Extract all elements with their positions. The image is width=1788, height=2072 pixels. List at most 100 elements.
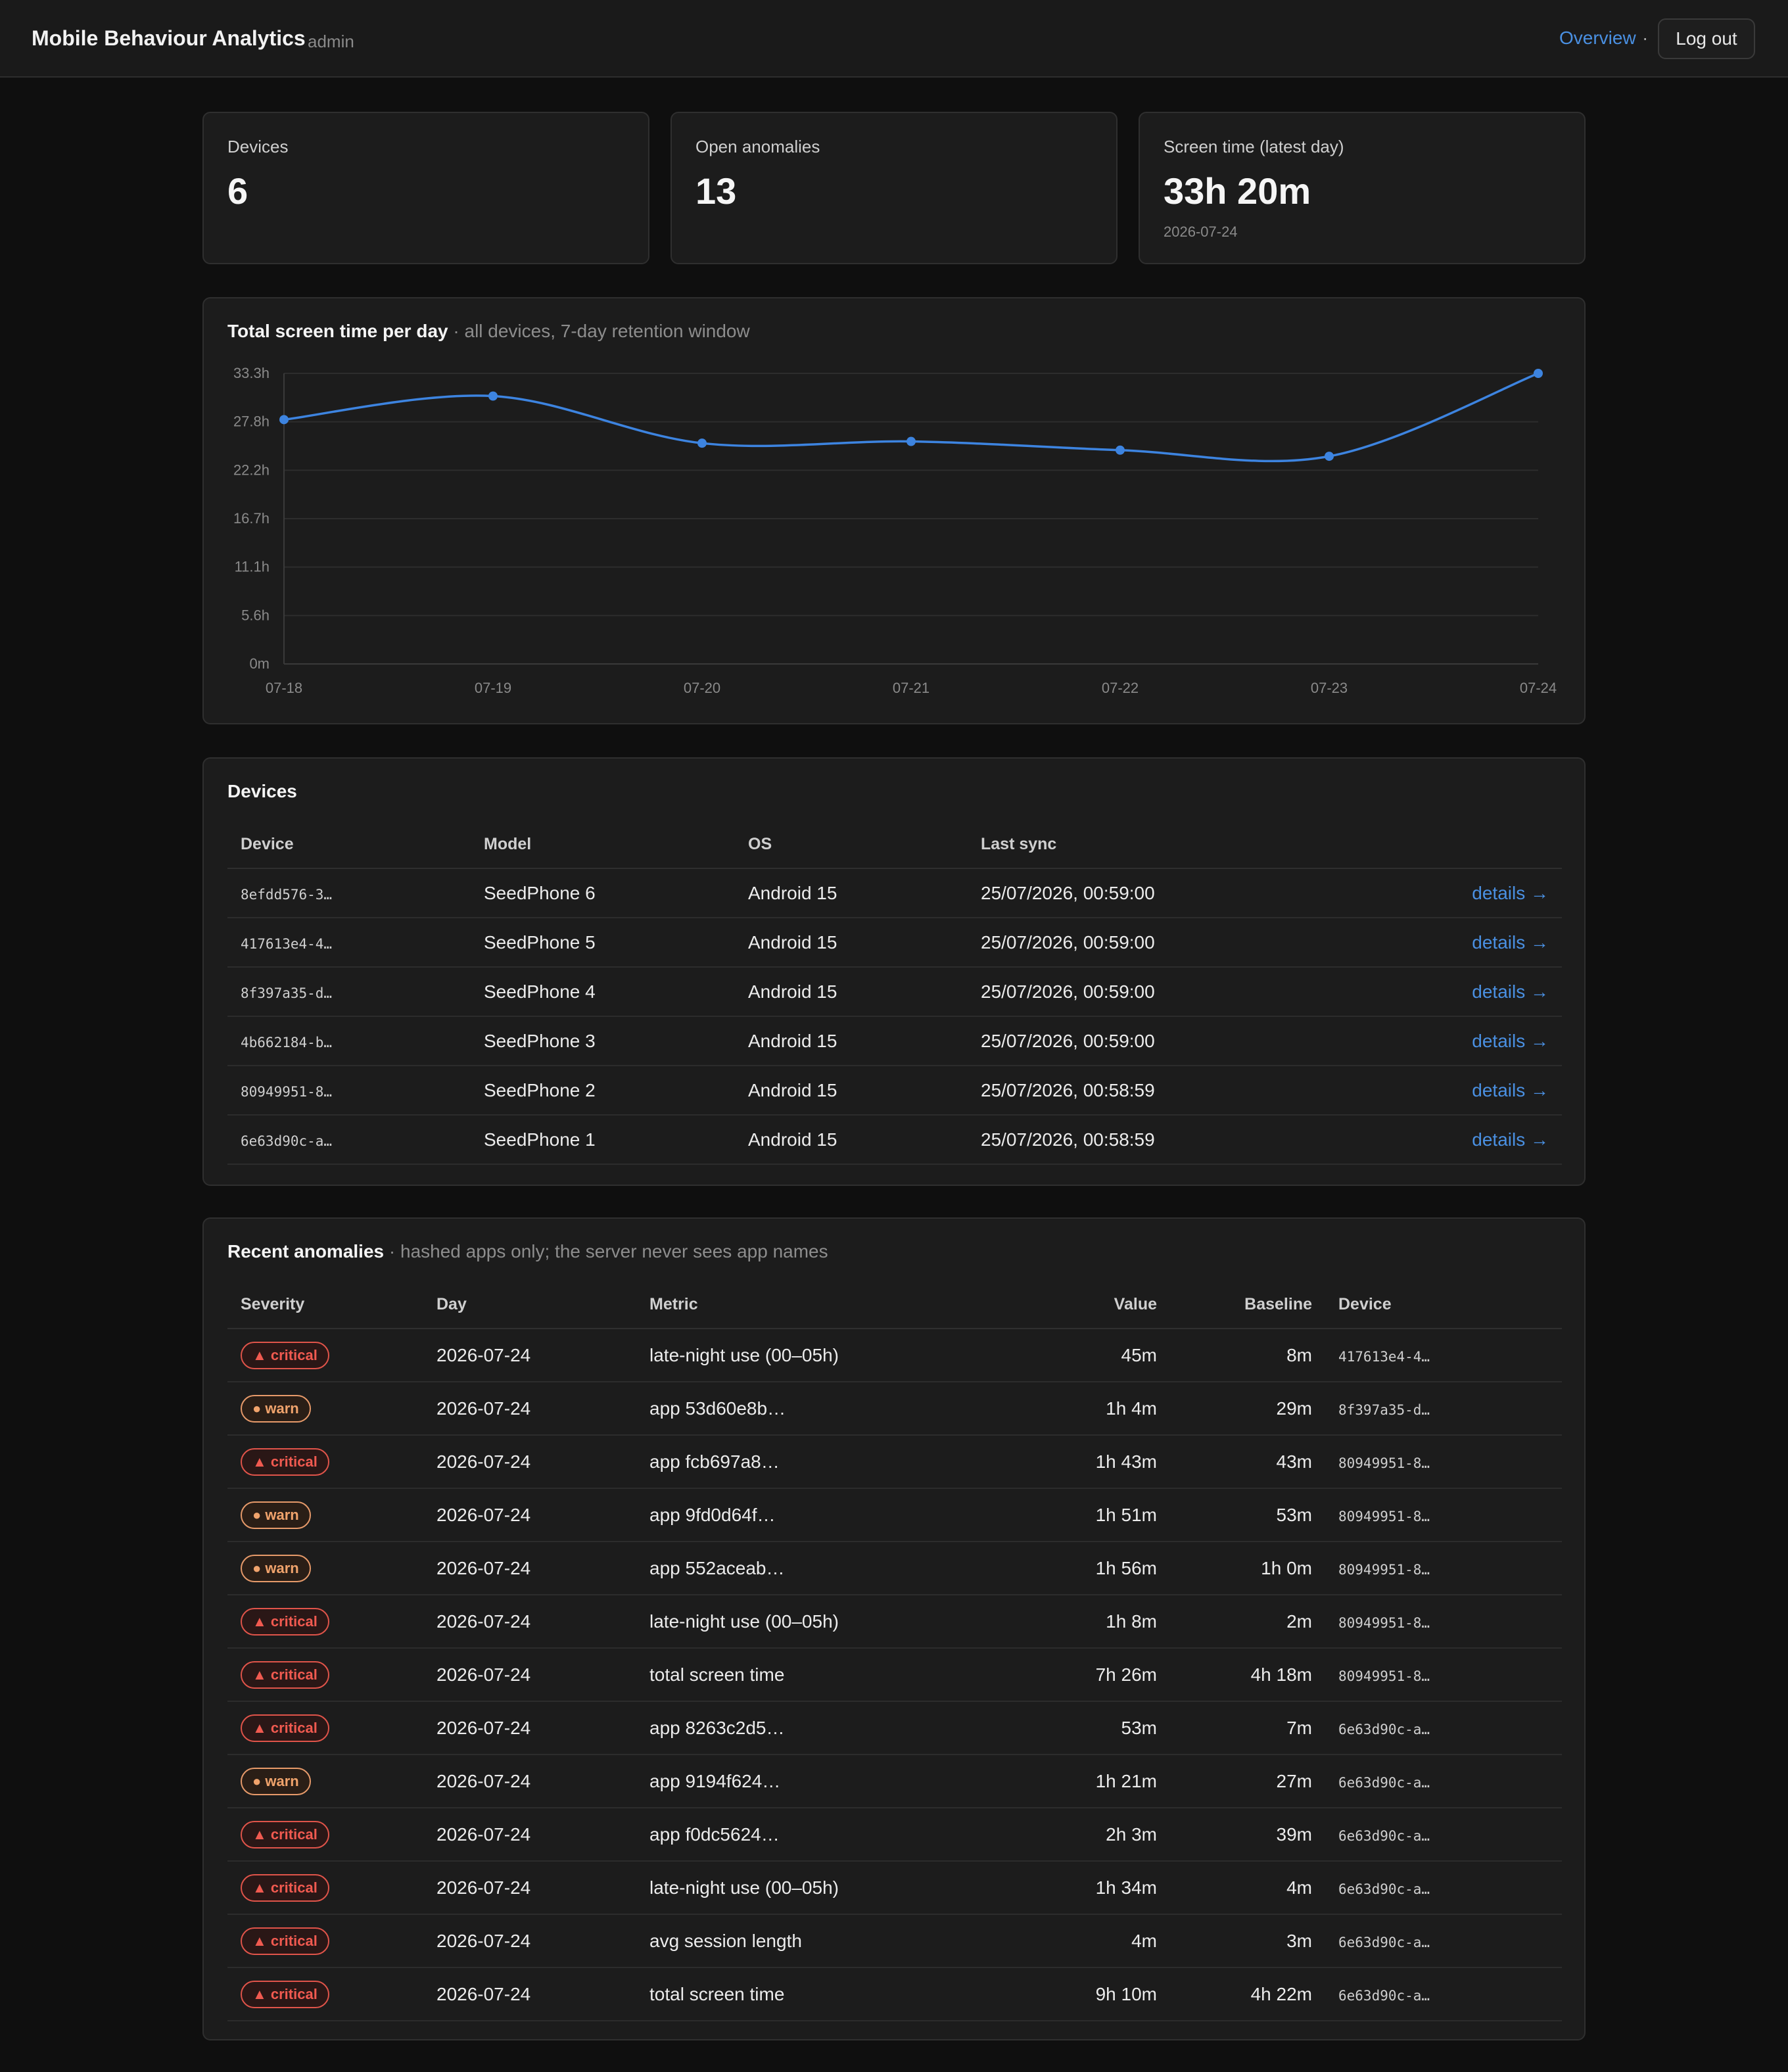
devices-table-body: 8efdd576-3… SeedPhone 6 Android 15 25/07/20… [227,868,1562,1165]
table-header-row: Device Model OS Last sync [227,820,1562,869]
anomaly-device: 6e63d90c-a… [1312,1754,1562,1808]
anomaly-baseline: 43m [1157,1435,1312,1489]
anomalies-heading: Recent anomalies · hashed apps only; the… [227,1241,828,1262]
anomaly-metric: late-night use (00–05h) [649,1861,1018,1915]
chart-title: Total screen time per day [227,321,448,341]
x-tick-label: 07-22 [1102,680,1139,696]
details-cell: details → [1375,1066,1562,1116]
anomaly-value: 1h 51m [1018,1488,1157,1542]
anomaly-device: 417613e4-4… [1312,1329,1562,1382]
table-row: ▲ critical 2026-07-24 late-night use (00–0… [227,1329,1562,1382]
table-row: ▲ critical 2026-07-24 late-night use (00–0… [227,1595,1562,1649]
anomaly-metric: app fcb697a8… [649,1435,1018,1489]
table-row: ● warn 2026-07-24 app 9194f624… 1h 21m 27m 6e… [227,1754,1562,1808]
anomaly-baseline: 27m [1157,1754,1312,1808]
table-row: 8f397a35-d… SeedPhone 4 Android 15 25/07/20… [227,967,1562,1017]
table-row: ● warn 2026-07-24 app 9fd0d64f… 1h 51m 53m 80… [227,1488,1562,1542]
chart-card: Total screen time per day · all devices,… [202,297,1586,724]
anomaly-metric: app f0dc5624… [649,1808,1018,1862]
details-link[interactable]: details → [1472,981,1549,1002]
anomaly-baseline: 4h 22m [1157,1967,1312,2021]
col-device: Device [1312,1281,1562,1329]
devices-card: Devices Device Model OS Last sync 8efdd5… [202,757,1586,1186]
data-point [906,436,916,446]
logout-button[interactable]: Log out [1658,18,1755,59]
table-row: ▲ critical 2026-07-24 late-night use (00–0… [227,1861,1562,1915]
severity-badge: ▲ critical [241,1448,329,1476]
device-last-sync: 25/07/2026, 00:58:59 [981,1066,1375,1116]
table-row: 417613e4-4… SeedPhone 5 Android 15 25/07/20… [227,918,1562,968]
severity-badge: ● warn [241,1767,311,1795]
nav-overview-link[interactable]: Overview [1559,28,1636,48]
anomaly-day: 2026-07-24 [436,1382,649,1436]
details-cell: details → [1375,868,1562,918]
data-point [488,391,498,401]
severity-cell: ● warn [227,1754,436,1808]
table-row: ● warn 2026-07-24 app 552aceab… 1h 56m 1h 0m… [227,1542,1562,1595]
col-value: Value [1018,1281,1157,1329]
table-row: ▲ critical 2026-07-24 total screen time 9h … [227,1967,1562,2021]
app-title: Mobile Behaviour Analytics [32,26,306,50]
severity-cell: ▲ critical [227,1701,436,1755]
device-id: 417613e4-4… [227,918,484,968]
col-metric: Metric [649,1281,1018,1329]
table-row: 4b662184-b… SeedPhone 3 Android 15 25/07/20… [227,1016,1562,1066]
col-model: Model [484,820,748,869]
anomaly-baseline: 7m [1157,1701,1312,1755]
anomaly-day: 2026-07-24 [436,1861,649,1915]
anomaly-device: 6e63d90c-a… [1312,1914,1562,1968]
stat-card-anomalies: Open anomalies 13 [670,112,1118,264]
x-tick-label: 07-21 [893,680,929,696]
device-os: Android 15 [748,918,981,968]
chart-heading: Total screen time per day · all devices,… [227,321,750,342]
anomaly-metric: late-night use (00–05h) [649,1329,1018,1382]
details-cell: details → [1375,1016,1562,1066]
anomaly-day: 2026-07-24 [436,1488,649,1542]
stat-label: Devices [227,137,289,156]
anomaly-day: 2026-07-24 [436,1967,649,2021]
col-actions [1375,820,1562,869]
severity-cell: ▲ critical [227,1967,436,2021]
details-link[interactable]: details → [1472,1079,1549,1100]
anomaly-device: 6e63d90c-a… [1312,1861,1562,1915]
table-header-row: Severity Day Metric Value Baseline Devic… [227,1281,1562,1329]
device-os: Android 15 [748,868,981,918]
stat-value: 33h 20m [1164,170,1311,212]
col-last-sync: Last sync [981,820,1375,869]
device-model: SeedPhone 3 [484,1016,748,1066]
anomaly-value: 1h 43m [1018,1435,1157,1489]
table-row: 8efdd576-3… SeedPhone 6 Android 15 25/07/20… [227,868,1562,918]
data-point [279,415,289,425]
anomaly-baseline: 53m [1157,1488,1312,1542]
line-chart: 0m 5.6h 11.1h 16.7h 22.2h 27.8h 33.3h 07-18 07-1… [233,365,1557,696]
anomaly-metric: late-night use (00–05h) [649,1595,1018,1649]
details-link[interactable]: details → [1472,882,1549,903]
details-link[interactable]: details → [1472,931,1549,953]
col-day: Day [436,1281,649,1329]
device-id: 4b662184-b… [227,1016,484,1066]
device-os: Android 15 [748,1115,981,1165]
devices-title: Devices [227,781,297,801]
severity-badge: ▲ critical [241,1927,329,1955]
details-link[interactable]: details → [1472,1030,1549,1051]
anomaly-baseline: 4m [1157,1861,1312,1915]
stat-value: 13 [695,170,737,212]
anomaly-device: 80949951-8… [1312,1488,1562,1542]
device-last-sync: 25/07/2026, 00:59:00 [981,1016,1375,1066]
device-model: SeedPhone 6 [484,868,748,918]
device-id: 8f397a35-d… [227,967,484,1017]
severity-cell: ▲ critical [227,1648,436,1702]
anomaly-baseline: 39m [1157,1808,1312,1862]
anomaly-device: 6e63d90c-a… [1312,1967,1562,2021]
x-tick-label: 07-23 [1311,680,1348,696]
details-cell: details → [1375,918,1562,968]
severity-cell: ● warn [227,1542,436,1595]
device-os: Android 15 [748,967,981,1017]
stat-card-devices: Devices 6 [202,112,649,264]
y-tick-label: 0m [249,655,270,672]
anomaly-device: 80949951-8… [1312,1648,1562,1702]
anomaly-baseline: 8m [1157,1329,1312,1382]
anomaly-metric: app 8263c2d5… [649,1701,1018,1755]
details-link[interactable]: details → [1472,1129,1549,1150]
device-last-sync: 25/07/2026, 00:58:59 [981,1115,1375,1165]
